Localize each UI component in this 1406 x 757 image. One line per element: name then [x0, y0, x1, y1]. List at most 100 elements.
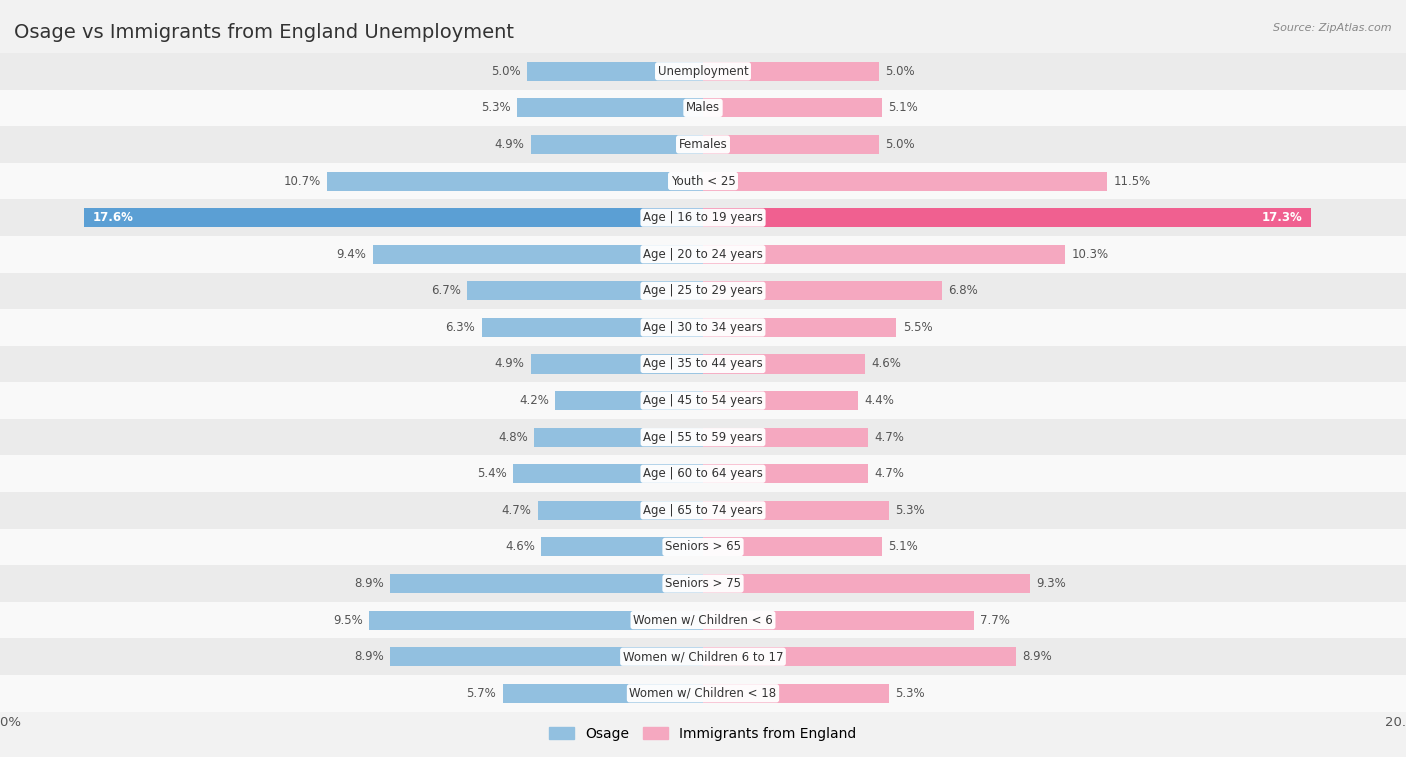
Text: 5.1%: 5.1% [889, 540, 918, 553]
Text: 5.3%: 5.3% [896, 687, 925, 699]
Bar [391, 647, 703, 666]
Bar [703, 611, 973, 630]
Bar [0, 456, 1406, 492]
Text: 9.4%: 9.4% [336, 248, 366, 260]
Text: 5.0%: 5.0% [491, 65, 520, 78]
Bar [703, 208, 1312, 227]
Bar [703, 464, 869, 483]
Bar [703, 391, 858, 410]
Text: Age | 55 to 59 years: Age | 55 to 59 years [643, 431, 763, 444]
Bar [703, 684, 889, 702]
Text: 8.9%: 8.9% [354, 577, 384, 590]
Bar [84, 208, 703, 227]
Text: Youth < 25: Youth < 25 [671, 175, 735, 188]
Bar [0, 199, 1406, 236]
Text: 17.3%: 17.3% [1261, 211, 1302, 224]
Text: 4.8%: 4.8% [498, 431, 529, 444]
Bar [703, 282, 942, 301]
Bar [527, 62, 703, 81]
Text: Women w/ Children < 6: Women w/ Children < 6 [633, 614, 773, 627]
Bar [0, 236, 1406, 273]
Bar [503, 684, 703, 702]
Bar [467, 282, 703, 301]
Bar [703, 501, 889, 520]
Text: Unemployment: Unemployment [658, 65, 748, 78]
Bar [391, 574, 703, 593]
Text: Males: Males [686, 101, 720, 114]
Bar [703, 647, 1015, 666]
Bar [534, 428, 703, 447]
Bar [0, 309, 1406, 346]
Text: Age | 25 to 29 years: Age | 25 to 29 years [643, 285, 763, 298]
Bar [373, 245, 703, 263]
Bar [703, 428, 869, 447]
Text: Seniors > 75: Seniors > 75 [665, 577, 741, 590]
Bar [0, 273, 1406, 309]
Text: 6.7%: 6.7% [432, 285, 461, 298]
Text: Women w/ Children < 18: Women w/ Children < 18 [630, 687, 776, 699]
Text: Age | 30 to 34 years: Age | 30 to 34 years [643, 321, 763, 334]
Bar [531, 135, 703, 154]
Text: 9.5%: 9.5% [333, 614, 363, 627]
Bar [0, 346, 1406, 382]
Text: 4.2%: 4.2% [519, 394, 548, 407]
Text: 5.1%: 5.1% [889, 101, 918, 114]
Text: 7.7%: 7.7% [980, 614, 1010, 627]
Text: 10.7%: 10.7% [284, 175, 321, 188]
Text: 5.3%: 5.3% [896, 504, 925, 517]
Legend: Osage, Immigrants from England: Osage, Immigrants from England [544, 721, 862, 746]
Bar [541, 537, 703, 556]
Text: 8.9%: 8.9% [354, 650, 384, 663]
Bar [481, 318, 703, 337]
Bar [703, 135, 879, 154]
Bar [0, 675, 1406, 712]
Text: Seniors > 65: Seniors > 65 [665, 540, 741, 553]
Text: 5.3%: 5.3% [481, 101, 510, 114]
Bar [703, 245, 1066, 263]
Text: 5.7%: 5.7% [467, 687, 496, 699]
Text: 6.3%: 6.3% [446, 321, 475, 334]
Text: 9.3%: 9.3% [1036, 577, 1066, 590]
Bar [0, 602, 1406, 638]
Text: 4.6%: 4.6% [505, 540, 536, 553]
Text: 10.3%: 10.3% [1071, 248, 1108, 260]
Text: 4.4%: 4.4% [863, 394, 894, 407]
Text: 4.9%: 4.9% [495, 357, 524, 370]
Bar [703, 537, 883, 556]
Bar [517, 98, 703, 117]
Text: 6.8%: 6.8% [948, 285, 979, 298]
Bar [703, 318, 897, 337]
Bar [0, 528, 1406, 565]
Bar [0, 565, 1406, 602]
Bar [0, 163, 1406, 199]
Text: 8.9%: 8.9% [1022, 650, 1052, 663]
Bar [537, 501, 703, 520]
Text: 11.5%: 11.5% [1114, 175, 1150, 188]
Bar [0, 382, 1406, 419]
Bar [368, 611, 703, 630]
Bar [0, 126, 1406, 163]
Bar [0, 638, 1406, 675]
Bar [703, 62, 879, 81]
Bar [703, 574, 1029, 593]
Text: 5.4%: 5.4% [477, 467, 508, 480]
Text: 5.0%: 5.0% [886, 138, 915, 151]
Text: Age | 16 to 19 years: Age | 16 to 19 years [643, 211, 763, 224]
Text: Age | 45 to 54 years: Age | 45 to 54 years [643, 394, 763, 407]
Bar [0, 492, 1406, 528]
Text: Osage vs Immigrants from England Unemployment: Osage vs Immigrants from England Unemplo… [14, 23, 515, 42]
Text: 17.6%: 17.6% [93, 211, 134, 224]
Text: Source: ZipAtlas.com: Source: ZipAtlas.com [1274, 23, 1392, 33]
Text: 5.5%: 5.5% [903, 321, 932, 334]
Text: 4.7%: 4.7% [875, 467, 904, 480]
Text: 4.6%: 4.6% [870, 357, 901, 370]
Bar [703, 172, 1108, 191]
Bar [555, 391, 703, 410]
Bar [703, 354, 865, 373]
Text: Age | 65 to 74 years: Age | 65 to 74 years [643, 504, 763, 517]
Bar [703, 98, 883, 117]
Bar [531, 354, 703, 373]
Bar [0, 89, 1406, 126]
Bar [328, 172, 703, 191]
Bar [513, 464, 703, 483]
